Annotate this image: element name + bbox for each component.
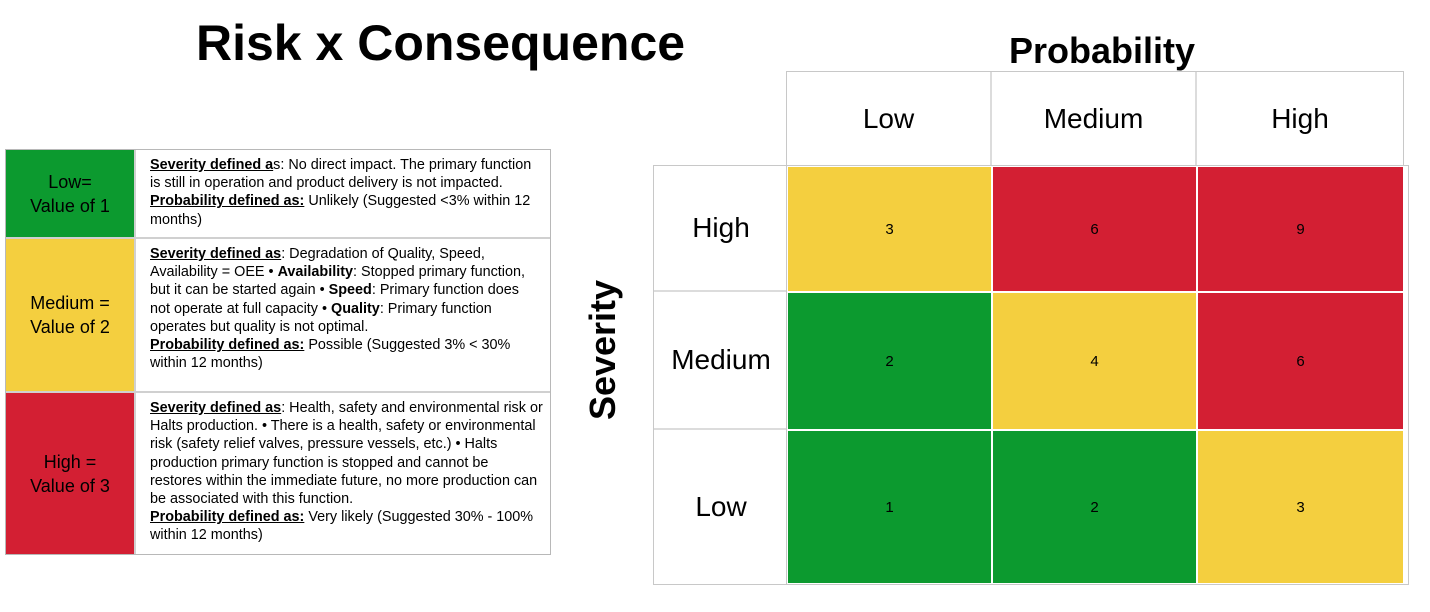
bold-term: Availability xyxy=(277,264,354,281)
description-text: not operate at full capacity • xyxy=(150,300,332,317)
description-text: months) xyxy=(150,211,202,228)
severity-row-labels: High Medium Low xyxy=(653,165,788,585)
description-line: Probability defined as: Possible (Sugges… xyxy=(150,336,546,354)
description-line: Availability = OEE • Availability: Stopp… xyxy=(150,263,546,281)
matrix-row: 3 6 9 xyxy=(787,166,1408,292)
probability-axis-title: Probability xyxy=(1009,30,1196,71)
description-line: within 12 months) xyxy=(150,354,546,372)
description-text: restores within the immediate future, no… xyxy=(150,472,538,489)
legend-level-high: High = Value of 3 xyxy=(6,393,136,554)
matrix-cell: 3 xyxy=(787,166,992,292)
description-line: is still in operation and product delive… xyxy=(150,174,546,192)
page-title: Risk x Consequence xyxy=(196,15,686,71)
row-label-medium: Medium xyxy=(654,292,788,430)
matrix-cell: 1 xyxy=(787,430,992,584)
row-label-high: High xyxy=(654,166,788,292)
matrix-cell: 3 xyxy=(1197,430,1404,584)
legend-level-medium: Medium = Value of 2 xyxy=(6,239,136,391)
description-text: s: No direct impact. The primary functio… xyxy=(273,157,532,173)
description-line: restores within the immediate future, no… xyxy=(150,472,546,490)
matrix-row: 1 2 3 xyxy=(787,430,1408,584)
column-header-high: High xyxy=(1271,102,1329,134)
matrix-row: 2 4 6 xyxy=(787,292,1408,430)
legend-description: Severity defined as: No direct impact. T… xyxy=(136,150,550,237)
description-text: : Primary function does xyxy=(371,282,519,299)
description-text: within 12 months) xyxy=(150,355,263,372)
description-text: within 12 months) xyxy=(150,527,263,544)
description-text: Unlikely (Suggested <3% within 12 xyxy=(304,193,531,210)
description-text: production primary function is stopped a… xyxy=(150,454,489,471)
description-line: Probability defined as: Unlikely (Sugges… xyxy=(150,192,546,210)
legend-table: Low= Value of 1 Severity defined as: No … xyxy=(5,149,551,555)
probability-header-row: Low Medium High xyxy=(786,71,1404,166)
description-text: : Degradation of Quality, Speed, xyxy=(281,246,485,262)
legend-description: Severity defined as: Health, safety and … xyxy=(136,393,550,554)
description-text: Very likely (Suggested 30% - 100% xyxy=(304,509,534,526)
matrix-cell: 6 xyxy=(1197,292,1404,430)
description-line: Severity defined as: Health, safety and … xyxy=(150,399,546,417)
column-header-medium: Medium xyxy=(992,72,1197,165)
description-line: Probability defined as: Very likely (Sug… xyxy=(150,508,546,526)
legend-level-label: Medium = xyxy=(30,293,110,313)
description-text: is still in operation and product delive… xyxy=(150,175,503,192)
row-label-low: Low xyxy=(695,491,747,522)
description-text: : Stopped primary function, xyxy=(353,264,525,281)
definition-term: Probability defined as: xyxy=(150,193,305,210)
legend-description: Severity defined as: Degradation of Qual… xyxy=(136,239,550,391)
description-line: not operate at full capacity • Quality: … xyxy=(150,300,546,318)
description-line: production primary function is stopped a… xyxy=(150,454,546,472)
risk-matrix-grid: 3 6 9 2 4 6 1 2 3 xyxy=(786,165,1409,585)
legend-level-low: Low= Value of 1 xyxy=(6,150,136,237)
bold-term: Quality xyxy=(331,300,380,317)
legend-level-value: Value of 1 xyxy=(30,195,110,216)
definition-term: Probability defined as: xyxy=(150,509,305,526)
description-line: Severity defined as: No direct impact. T… xyxy=(150,156,546,174)
matrix-cell: 6 xyxy=(992,166,1197,292)
legend-row-low: Low= Value of 1 Severity defined as: No … xyxy=(6,150,550,239)
description-line: risk (safety relief valves, pressure ves… xyxy=(150,435,546,453)
bold-term: Speed xyxy=(328,282,372,299)
column-header-low: Low xyxy=(787,72,992,165)
legend-level-label: Low= xyxy=(48,171,92,192)
description-line: Halts production. • There is a health, s… xyxy=(150,417,546,435)
description-line: within 12 months) xyxy=(150,526,546,544)
description-line: months) xyxy=(150,211,546,229)
description-text: Possible (Suggested 3% < 30% xyxy=(304,337,511,354)
definition-term: Probability defined as: xyxy=(150,337,305,354)
description-text: : Primary function xyxy=(379,300,492,317)
definition-term: Severity defined as xyxy=(150,400,282,416)
description-line: Severity defined as: Degradation of Qual… xyxy=(150,245,546,263)
description-text: be associated with this function. xyxy=(150,491,354,508)
legend-level-value: Value of 3 xyxy=(30,475,110,496)
matrix-cell: 2 xyxy=(992,430,1197,584)
definition-term: Severity defined a xyxy=(150,157,274,173)
matrix-cell: 2 xyxy=(787,292,992,430)
matrix-cell: 4 xyxy=(992,292,1197,430)
description-line: operates but quality is not optimal. xyxy=(150,318,546,336)
description-text: Halts production. • There is a health, s… xyxy=(150,418,536,435)
description-line: be associated with this function. xyxy=(150,490,546,508)
description-text: Availability = OEE • xyxy=(150,264,278,281)
description-text: operates but quality is not optimal. xyxy=(150,318,369,335)
description-line: but it can be started again • Speed: Pri… xyxy=(150,281,546,299)
legend-level-label: High = xyxy=(43,451,97,472)
legend-level-value: Value of 2 xyxy=(30,317,110,337)
description-text: risk (safety relief valves, pressure ves… xyxy=(150,436,498,453)
definition-term: Severity defined as xyxy=(150,246,282,262)
description-text: : Health, safety and environmental risk … xyxy=(281,400,543,416)
legend-row-high: High = Value of 3 Severity defined as: H… xyxy=(6,393,550,554)
matrix-cell: 9 xyxy=(1197,166,1404,292)
severity-axis-title: Severity xyxy=(582,279,623,421)
description-text: but it can be started again • xyxy=(150,282,329,299)
legend-row-medium: Medium = Value of 2 Severity defined as:… xyxy=(6,239,550,393)
